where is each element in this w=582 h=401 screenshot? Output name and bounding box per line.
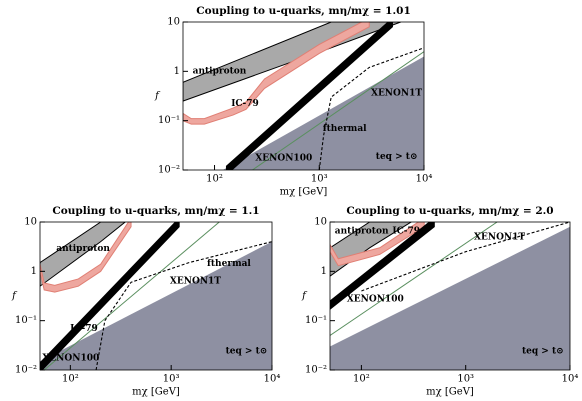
x-axis-label: mχ [GeV] — [426, 387, 474, 398]
annotation: IC-79 — [392, 226, 420, 236]
y-axis-label: f — [154, 91, 161, 102]
excluded-region — [330, 226, 570, 370]
constraint-band — [330, 222, 413, 277]
annotation: fthermal — [207, 259, 251, 269]
x-tick-label: 10² — [62, 374, 79, 385]
plot-frame — [182, 21, 425, 171]
panel: 10² 10³ 10⁴ 10⁻² 10⁻¹ 1 10 Coupling to u-quarks… — [154, 5, 432, 198]
constraint-band — [40, 222, 180, 370]
plot-area — [330, 222, 570, 370]
annotation: XENON100 — [42, 354, 99, 364]
plot-frame — [329, 221, 571, 371]
x-tick-label: 10³ — [311, 174, 328, 185]
limit-line — [330, 222, 498, 336]
panel: 10² 10³ 10⁴ 10⁻² 10⁻¹ 1 10 Coupling to u-quarks… — [11, 205, 280, 398]
limit-line — [43, 222, 220, 370]
annotation: antiproton — [193, 66, 247, 76]
constraint-band — [40, 222, 127, 287]
y-tick-label: 10⁻² — [158, 165, 180, 176]
annotation: XENON100 — [347, 294, 404, 304]
annotation: teq > t⊙ — [376, 152, 418, 162]
y-axis-label: f — [301, 291, 308, 302]
plot-frame — [39, 221, 273, 371]
x-tick-label: 10² — [206, 174, 223, 185]
y-tick-label: 10⁻² — [305, 365, 327, 376]
thermal-line — [318, 47, 424, 170]
x-tick-label: 10⁴ — [264, 374, 281, 385]
panel: 10² 10³ 10⁴ 10⁻² 10⁻¹ 1 10 Coupling to u-quarks… — [301, 205, 578, 398]
x-axis-label: mχ [GeV] — [280, 187, 328, 198]
y-tick-label: 1 — [321, 266, 327, 277]
constraint-band — [330, 222, 435, 310]
y-tick-label: 10⁻¹ — [158, 115, 180, 126]
y-tick-label: 10⁻¹ — [305, 315, 327, 326]
annotation: teq > t⊙ — [522, 346, 564, 356]
excluded-region — [40, 241, 272, 370]
annotation: XENON1T — [474, 232, 525, 242]
limit-line — [252, 51, 424, 170]
x-tick-label: 10² — [353, 374, 370, 385]
annotation: IC-79 — [231, 99, 259, 109]
annotation: XENON1T — [170, 277, 221, 287]
constraint-band — [183, 22, 370, 125]
x-tick-label: 10³ — [163, 374, 180, 385]
y-axis-label: f — [11, 291, 18, 302]
annotation: teq > t⊙ — [226, 346, 268, 356]
y-tick-label: 1 — [31, 266, 37, 277]
annotation: antiproton — [335, 226, 389, 236]
x-tick-label: 10³ — [457, 374, 474, 385]
annotation: fthermal — [323, 124, 367, 134]
x-tick-label: 10⁴ — [562, 374, 579, 385]
annotation: XENON1T — [371, 89, 422, 99]
chart-title: Coupling to u-quarks, mη/mχ = 1.1 — [52, 205, 259, 217]
chart-title: Coupling to u-quarks, mη/mχ = 2.0 — [346, 205, 553, 217]
y-tick-label: 10 — [314, 217, 327, 228]
plot-area — [183, 22, 424, 170]
x-tick-label: 10⁴ — [416, 174, 433, 185]
y-tick-label: 10⁻² — [15, 365, 37, 376]
y-tick-label: 10 — [167, 17, 180, 28]
y-tick-label: 1 — [174, 66, 180, 77]
chart-title: Coupling to u-quarks, mη/mχ = 1.01 — [196, 5, 411, 17]
y-tick-label: 10 — [24, 217, 37, 228]
constraint-band — [225, 22, 393, 170]
thermal-line — [361, 222, 570, 292]
x-axis-label: mχ [GeV] — [132, 387, 180, 398]
annotation: IC-79 — [70, 324, 98, 334]
excluded-region — [222, 56, 424, 170]
thermal-line — [95, 241, 272, 370]
plot-area — [40, 222, 272, 370]
annotation: antiproton — [56, 244, 110, 254]
annotation: XENON100 — [255, 154, 312, 164]
constraint-band — [40, 222, 132, 293]
y-tick-label: 10⁻¹ — [15, 315, 37, 326]
